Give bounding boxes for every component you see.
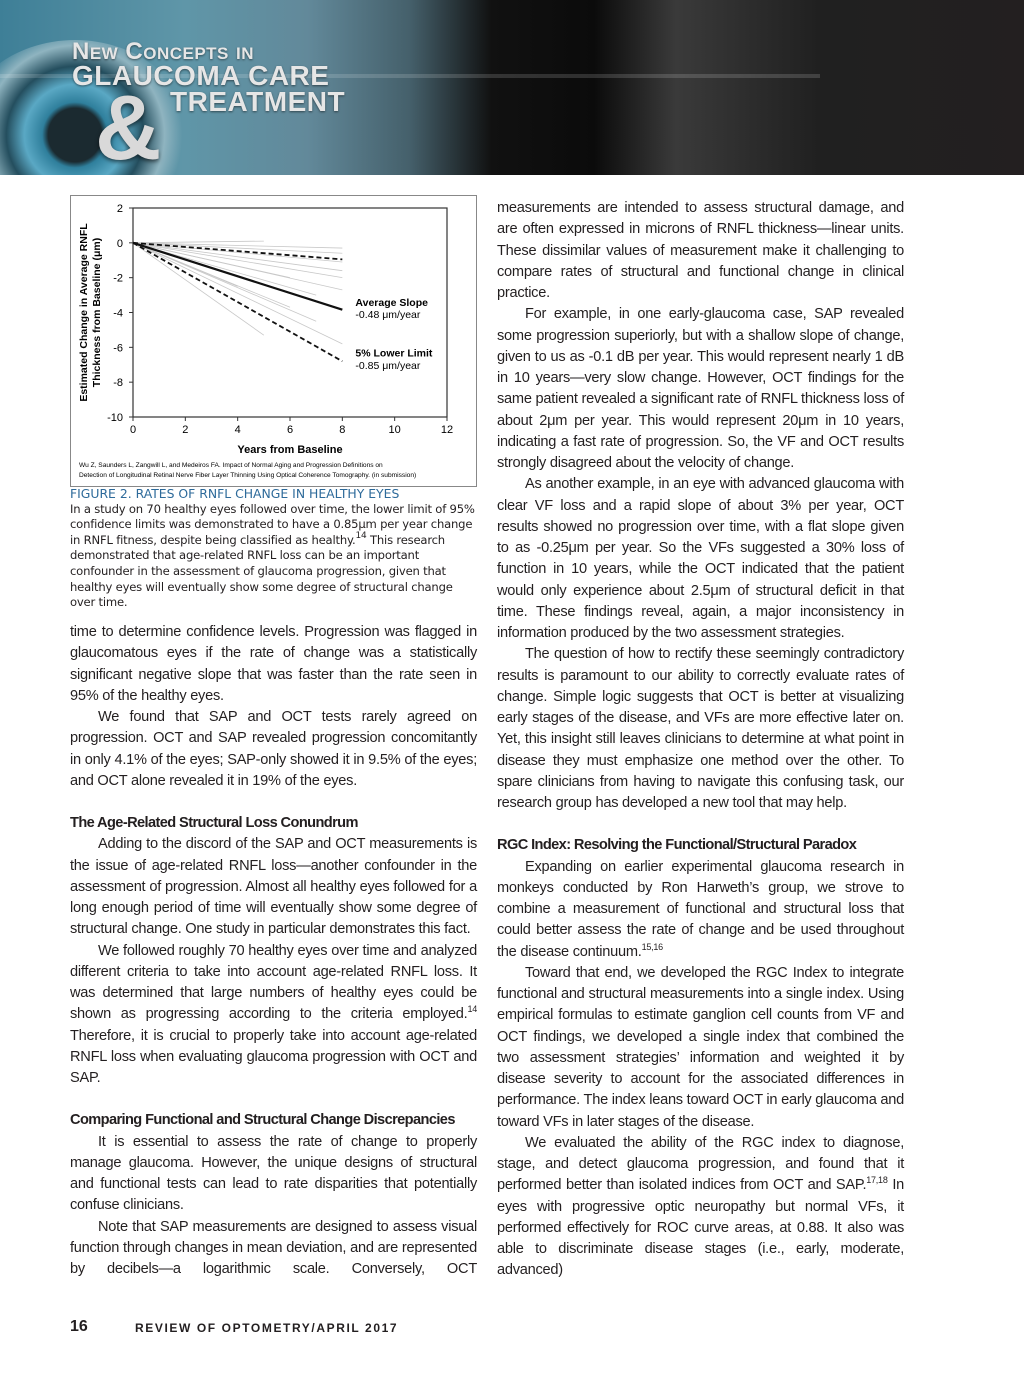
paragraph-text: We found that SAP and OCT tests rarely a…	[70, 709, 477, 789]
individual-eye-line	[132, 242, 291, 279]
caption-text-2: This research demonstrated that age-rela…	[70, 532, 453, 610]
individual-eye-line	[132, 242, 343, 279]
individual-eye-line	[132, 240, 264, 244]
annotation-label: Average Slope	[355, 297, 428, 309]
x-tick-label: 8	[339, 424, 345, 436]
section-heading: RGC Index: Resolving the Functional/Stru…	[497, 837, 857, 854]
paragraph-text: We evaluated the ability of the RGC inde…	[497, 1134, 904, 1194]
individual-eye-line	[132, 242, 317, 322]
paragraph-text: Adding to the discord of the SAP and OCT…	[70, 836, 477, 938]
series-line	[132, 241, 343, 311]
section-heading: Comparing Functional and Structural Chan…	[70, 1112, 455, 1129]
paragraph: We evaluated the ability of the RGC inde…	[497, 1133, 904, 1282]
series-line	[132, 241, 343, 261]
reference-number: 14	[467, 1004, 477, 1015]
figure-caption: FIGURE 2. RATES OF RNFL CHANGE IN HEALTH…	[70, 486, 480, 611]
y-axis-label: Estimated Change in Average RNFL	[78, 223, 90, 402]
y-tick-label: -6	[113, 342, 123, 354]
section-banner: New Concepts in GLAUCOMA CARE & TREATMEN…	[0, 0, 1024, 175]
banner-ampersand: &	[95, 77, 162, 175]
paragraph-text: Therefore, it is crucial to properly tak…	[70, 1027, 477, 1087]
paragraph-text: For example, in one early-glaucoma case,…	[497, 306, 904, 471]
caption-title: FIGURE 2. RATES OF RNFL CHANGE IN HEALTH…	[70, 486, 400, 501]
left-column: time to determine confidence levels. Pro…	[70, 622, 477, 1280]
section-heading: The Age-Related Structural Loss Conundru…	[70, 815, 358, 831]
paragraph: measurements are intended to assess stru…	[497, 198, 904, 304]
banner-title-line3: TREATMENT	[170, 86, 346, 117]
paragraph: It is essential to assess the rate of ch…	[70, 1132, 477, 1217]
annotation-value: -0.85 μm/year	[355, 360, 420, 372]
y-axis-label-2: Thickness from Baseline (μm)	[91, 238, 103, 387]
caption-body: In a study on 70 healthy eyes followed o…	[70, 502, 480, 611]
paragraph: Note that SAP measurements are designed …	[70, 1217, 477, 1281]
x-axis-label: Years from Baseline	[237, 444, 342, 456]
x-tick-label: 4	[235, 424, 241, 436]
banner-title-line1: New Concepts in	[72, 38, 255, 65]
y-tick-label: -2	[113, 273, 123, 285]
x-tick-label: 2	[182, 424, 188, 436]
paragraph-text: Note that SAP measurements are designed …	[70, 1218, 477, 1278]
series-line	[132, 242, 343, 363]
caption-ref: 14	[355, 530, 367, 541]
paragraph: Toward that end, we developed the RGC In…	[497, 963, 904, 1133]
y-tick-label: 0	[117, 238, 123, 250]
banner-title-line2: GLAUCOMA CARE	[72, 60, 330, 91]
individual-eye-line	[132, 242, 343, 272]
paragraph: The question of how to rectify these see…	[497, 644, 904, 814]
right-column: measurements are intended to assess stru…	[497, 198, 904, 1282]
y-tick-label: 2	[117, 203, 123, 215]
reference-number: 15,16	[641, 941, 664, 952]
x-tick-label: 6	[287, 424, 293, 436]
paragraph-text: Expanding on earlier experimental glauco…	[497, 858, 904, 960]
paragraph: time to determine confidence levels. Pro…	[70, 622, 477, 707]
banner-streak	[0, 74, 820, 78]
paragraph: We followed roughly 70 healthy eyes over…	[70, 941, 477, 1090]
source-citation-2: Detection of Longitudinal Retinal Nerve …	[79, 472, 416, 479]
x-tick-label: 0	[130, 424, 136, 436]
paragraph-text: As another example, in an eye with advan…	[497, 476, 904, 641]
y-tick-label: -10	[107, 412, 123, 424]
paragraph: As another example, in an eye with advan…	[497, 474, 904, 644]
caption-text: In a study on 70 healthy eyes followed o…	[70, 501, 475, 547]
x-tick-label: 12	[441, 424, 453, 436]
individual-eye-line	[132, 242, 343, 345]
page-number: 16	[70, 1318, 88, 1335]
paragraph-text: The question of how to rectify these see…	[497, 646, 904, 811]
paragraph-text: We followed roughly 70 healthy eyes over…	[70, 942, 477, 1023]
individual-eye-line	[132, 242, 343, 249]
individual-eye-line	[132, 242, 343, 254]
source-citation: Wu Z, Saunders L, Zangwill L, and Medeir…	[79, 462, 383, 469]
paragraph: We found that SAP and OCT tests rarely a…	[70, 707, 477, 792]
reference-number: 17,18	[866, 1175, 888, 1186]
paragraph-text: time to determine confidence levels. Pro…	[70, 624, 477, 704]
y-tick-label: -8	[113, 377, 123, 389]
paragraph: Expanding on earlier experimental glauco…	[497, 857, 904, 963]
paragraph-text: measurements are intended to assess stru…	[497, 200, 904, 301]
paragraph: Adding to the discord of the SAP and OCT…	[70, 834, 477, 940]
annotation-label: 5% Lower Limit	[355, 348, 433, 360]
paragraph: For example, in one early-glaucoma case,…	[497, 304, 904, 474]
paragraph-text: It is essential to assess the rate of ch…	[70, 1133, 477, 1214]
x-tick-label: 10	[389, 424, 401, 436]
paragraph-text: In eyes with progressive optic neuropath…	[497, 1177, 904, 1279]
rnfl-chart: 0 2 4 6 8 10 12 2 0 -2 -4 -6 -8 -10 Years from Baselin…	[78, 203, 453, 479]
publication-name: REVIEW OF OPTOMETRY/APRIL 2017	[135, 1321, 399, 1335]
annotation-value: -0.48 μm/year	[355, 309, 420, 321]
paragraph-text: Toward that end, we developed the RGC In…	[497, 964, 904, 1130]
y-tick-label: -4	[113, 308, 123, 320]
figure-chart: 0 2 4 6 8 10 12 2 0 -2 -4 -6 -8 -10 Years from Baselin…	[70, 195, 477, 487]
individual-eye-line	[132, 242, 265, 336]
